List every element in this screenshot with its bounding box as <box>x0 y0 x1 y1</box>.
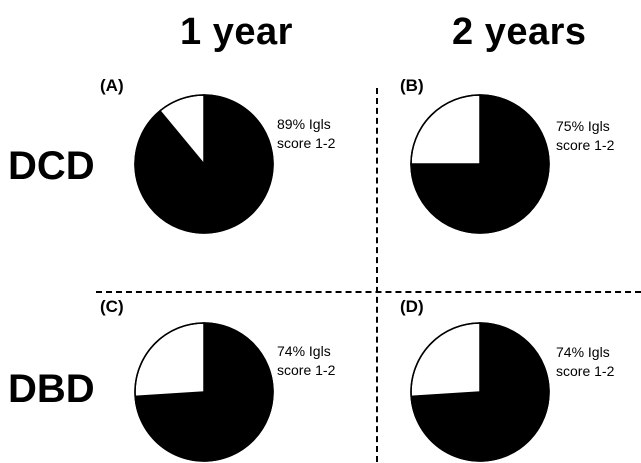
panel-label-c: (C) <box>100 297 124 316</box>
pie-chart-b <box>410 94 550 234</box>
annotation-c-line-2: score 1-2 <box>277 362 336 378</box>
pie-c-outline <box>134 322 274 462</box>
pie-d-slice-2 <box>410 322 481 398</box>
column-header-1-year: 1 year <box>180 11 293 53</box>
pie-chart-d <box>410 322 550 462</box>
annotation-b-line-1: 75% Igls <box>556 118 610 134</box>
annotation-c: 74% Igls score 1-2 <box>277 342 335 380</box>
annotation-a: 89% Igls score 1-2 <box>277 115 335 153</box>
panel-label-a: (A) <box>100 76 124 95</box>
panel-label-b: (B) <box>400 76 424 95</box>
annotation-d-line-2: score 1-2 <box>556 363 615 379</box>
annotation-b: 75% Igls score 1-2 <box>556 117 614 155</box>
pie-b-slice-2 <box>410 94 481 165</box>
pie-d-outline <box>410 322 550 462</box>
pie-c-slice-2 <box>134 322 205 398</box>
pie-chart-c <box>134 322 274 462</box>
annotation-a-line-2: score 1-2 <box>277 135 336 151</box>
panel-label-d: (D) <box>400 297 424 316</box>
annotation-c-line-1: 74% Igls <box>277 343 331 359</box>
annotation-a-line-1: 89% Igls <box>277 116 331 132</box>
column-header-2-years: 2 years <box>452 11 587 53</box>
vertical-divider <box>376 88 378 462</box>
annotation-d: 74% Igls score 1-2 <box>556 343 614 381</box>
row-header-dbd: DBD <box>8 367 95 411</box>
pie-b-outline <box>410 94 550 234</box>
row-header-dcd: DCD <box>8 144 95 188</box>
pie-chart-a <box>134 94 274 234</box>
pie-a-outline <box>134 94 274 234</box>
horizontal-divider <box>96 291 641 293</box>
annotation-b-line-2: score 1-2 <box>556 137 615 153</box>
annotation-d-line-1: 74% Igls <box>556 344 610 360</box>
